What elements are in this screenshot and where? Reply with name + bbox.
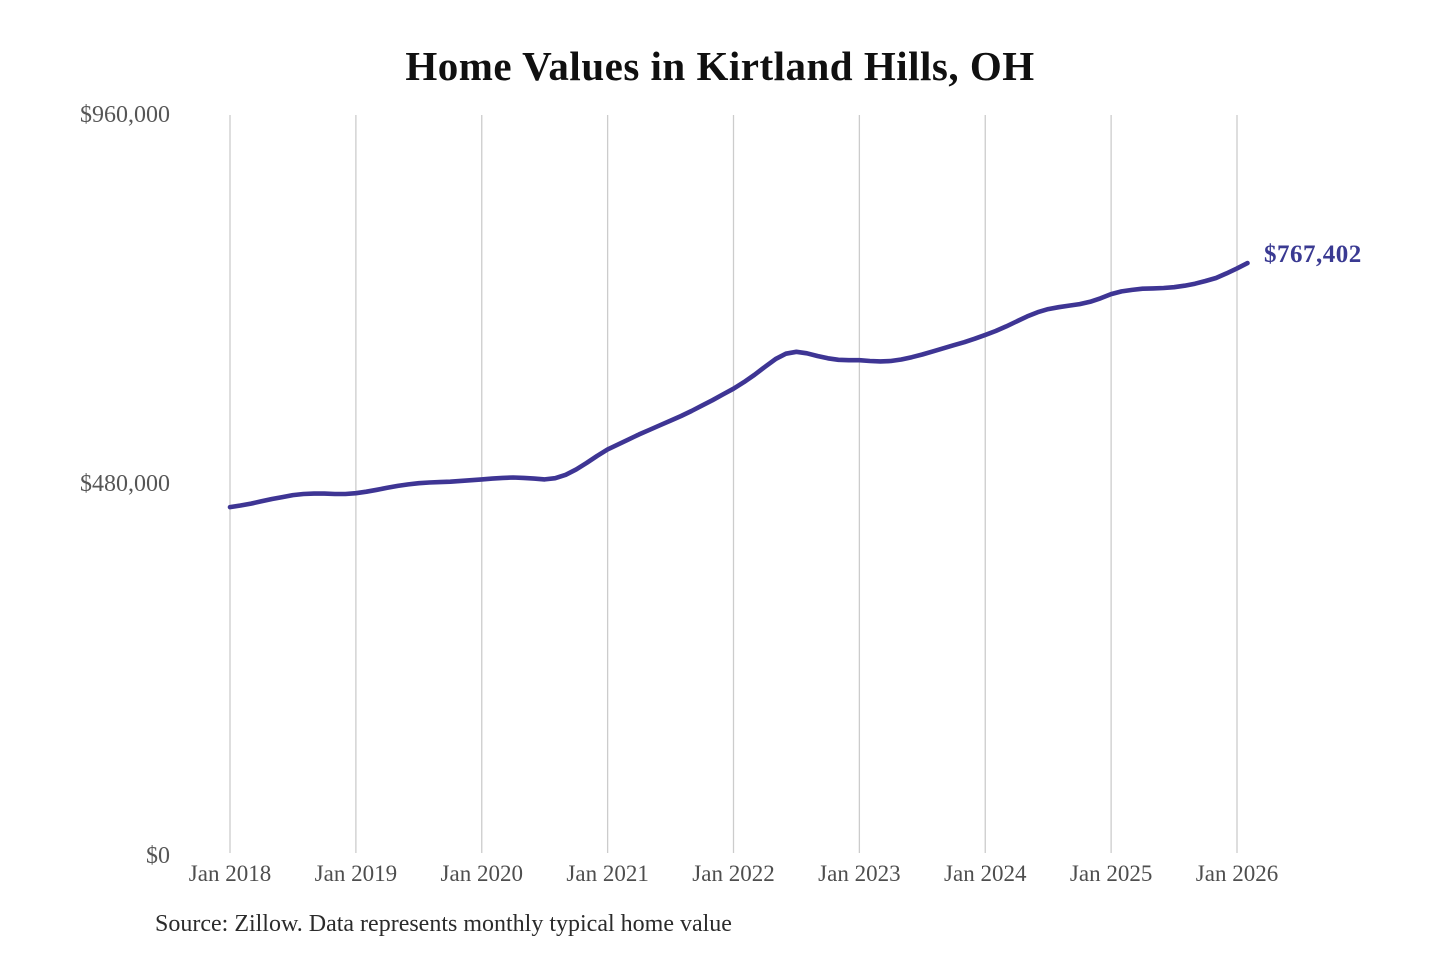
- home-value-line: [227, 260, 1250, 510]
- x-axis-tick-jan-2022: Jan 2022: [692, 861, 775, 886]
- x-axis-tick-jan-2019: Jan 2019: [314, 861, 398, 886]
- x-axis-tick-jan-2023: Jan 2023: [818, 861, 901, 886]
- x-axis-tick-jan-2025: Jan 2025: [1069, 861, 1153, 886]
- y-axis-tick-480000: $480,000: [80, 471, 170, 497]
- x-axis-tick-jan-2020: Jan 2020: [440, 861, 523, 886]
- latest-value-label: $767,402: [1264, 241, 1362, 268]
- x-axis-tick-jan-2024: Jan 2024: [944, 861, 1027, 886]
- x-axis-tick-jan-2018: Jan 2018: [188, 861, 272, 886]
- chart-title: Home Values in Kirtland Hills, OH: [405, 43, 1035, 89]
- x-axis-tick-jan-2026: Jan 2026: [1195, 861, 1279, 886]
- x-axis-tick-jan-2021: Jan 2021: [566, 861, 649, 886]
- y-axis-tick-960000: $960,000: [80, 102, 170, 128]
- source-attribution: Source: Zillow. Data represents monthly …: [155, 911, 732, 937]
- y-axis-tick-0: $0: [146, 843, 170, 869]
